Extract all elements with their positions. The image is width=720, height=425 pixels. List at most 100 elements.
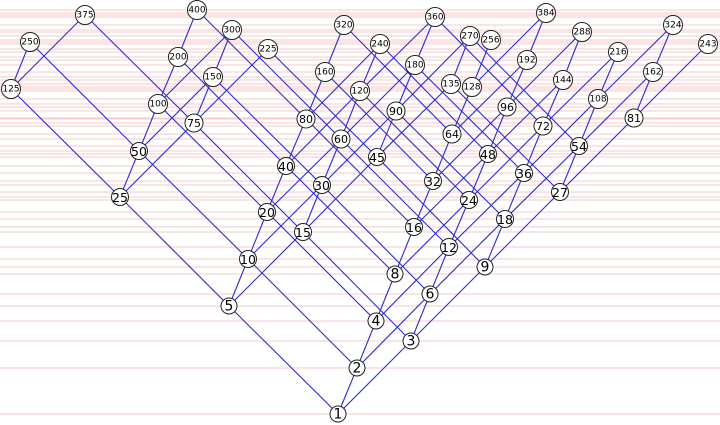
edge-60-300: [231, 29, 342, 140]
node-label: 200: [169, 53, 186, 63]
edge-75-375: [84, 14, 195, 124]
node-label: 75: [187, 117, 201, 130]
edge-2-10: [247, 258, 358, 369]
node-324: 324: [663, 15, 683, 35]
node-circle: [553, 70, 573, 90]
node-27: 27: [551, 183, 569, 201]
edge-6-30: [321, 184, 431, 295]
node-162: 162: [643, 62, 663, 82]
node-circle: [460, 191, 478, 209]
edge-30-150: [212, 76, 323, 186]
edge-20-60: [266, 138, 342, 213]
edge-27-81: [559, 117, 635, 193]
edge-75-225: [193, 48, 269, 124]
edge-60-180: [340, 64, 416, 140]
node-circle: [277, 157, 295, 175]
node-180: 180: [405, 55, 425, 75]
node-30: 30: [313, 176, 331, 194]
node-circle: [441, 74, 461, 94]
node-36: 36: [515, 164, 533, 182]
node-label: 160: [316, 68, 333, 78]
node-160: 160: [315, 62, 335, 82]
edge-25-125: [10, 88, 121, 198]
node-label: 180: [406, 61, 423, 71]
node-label: 400: [188, 6, 205, 16]
node-circle: [239, 250, 257, 268]
node-label: 4: [372, 314, 381, 330]
node-circle: [367, 312, 385, 330]
edge-18-90: [395, 110, 506, 220]
node-circle: [643, 62, 663, 82]
node-96: 96: [497, 97, 517, 117]
node-288: 288: [572, 22, 592, 42]
node-circle: [313, 176, 331, 194]
node-12: 12: [440, 238, 458, 256]
node-circle: [481, 30, 501, 50]
node-circle: [294, 223, 312, 241]
node-label: 243: [699, 40, 716, 50]
edge-108-324: [597, 24, 674, 100]
node-9: 9: [476, 258, 494, 276]
node-label: 128: [463, 83, 480, 93]
node-300: 300: [222, 20, 242, 40]
node-label: 360: [426, 13, 443, 23]
edge-125-375: [10, 14, 86, 90]
edge-2-6: [356, 293, 431, 369]
node-circle: [517, 50, 537, 70]
node-375: 375: [75, 5, 95, 25]
edge-81-243: [633, 43, 709, 119]
node-circle: [440, 238, 458, 256]
node-label: 120: [351, 87, 368, 97]
edge-10-50: [138, 150, 249, 260]
node-label: 300: [223, 26, 240, 36]
node-80: 80: [296, 109, 316, 129]
node-label: 24: [461, 193, 477, 208]
node-circle: [296, 109, 316, 129]
node-100: 100: [148, 94, 168, 114]
node-256: 256: [481, 30, 501, 50]
node-label: 48: [480, 147, 496, 162]
node-15: 15: [294, 223, 312, 241]
node-label: 50: [131, 144, 147, 159]
node-circle: [570, 137, 588, 155]
edge-18-54: [504, 145, 580, 220]
node-label: 250: [21, 38, 38, 48]
node-4: 4: [367, 312, 385, 330]
node-label: 32: [425, 174, 441, 189]
node-label: 25: [112, 190, 128, 205]
node-label: 54: [571, 139, 587, 154]
node-label: 12: [441, 240, 457, 255]
edge-16-80: [305, 118, 415, 228]
edge-16-48: [413, 153, 489, 228]
node-label: 324: [664, 21, 681, 31]
node-circle: [515, 164, 533, 182]
node-label: 72: [536, 120, 550, 133]
node-circle: [386, 265, 404, 283]
node-label: 80: [299, 113, 313, 126]
edge-5-25: [119, 196, 230, 307]
node-3: 3: [402, 332, 420, 350]
node-circle: [405, 218, 423, 236]
node-circle: [496, 210, 514, 228]
node-60: 60: [331, 129, 351, 149]
node-243: 243: [698, 34, 718, 54]
node-circle: [168, 47, 188, 67]
node-label: 144: [554, 76, 571, 86]
edges: [10, 9, 709, 415]
node-250: 250: [20, 32, 40, 52]
node-label: 20: [259, 205, 275, 220]
node-label: 60: [334, 133, 348, 146]
node-label: 27: [552, 185, 568, 200]
edge-4-12: [375, 246, 450, 322]
edge-15-75: [193, 122, 304, 233]
node-circle: [421, 285, 439, 303]
node-label: 270: [461, 32, 478, 42]
node-label: 64: [445, 128, 459, 141]
edge-48-144: [487, 79, 564, 155]
node-circle: [402, 332, 420, 350]
node-108: 108: [588, 89, 608, 109]
node-circle: [187, 0, 207, 20]
node-144: 144: [553, 70, 573, 90]
